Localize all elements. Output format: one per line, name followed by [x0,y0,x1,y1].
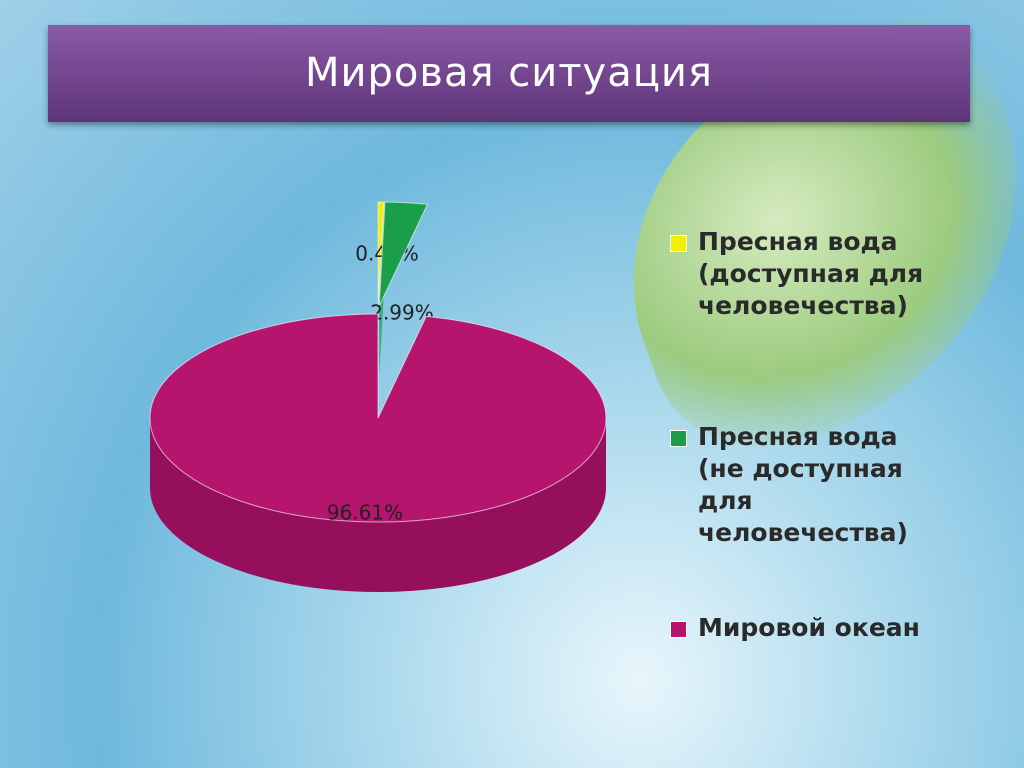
pie-slice [378,201,429,307]
data-label: 96.61% [327,501,403,525]
legend-label: Пресная вода (не доступная для человечес… [698,422,908,547]
pie-slice [377,201,385,307]
title-bar [48,25,970,122]
pie-side-shade [150,418,606,592]
pie-slice [149,313,607,523]
data-label: 2.99% [370,301,434,325]
legend-label: Пресная вода (доступная для человечества… [698,227,924,320]
pie-side [150,418,606,592]
legend-label: Мировой океан [698,613,920,642]
legend-swatch [670,235,687,252]
legend-swatch [670,430,687,447]
chart-title: Мировая ситуация [305,50,713,96]
legend-swatch [670,621,687,638]
